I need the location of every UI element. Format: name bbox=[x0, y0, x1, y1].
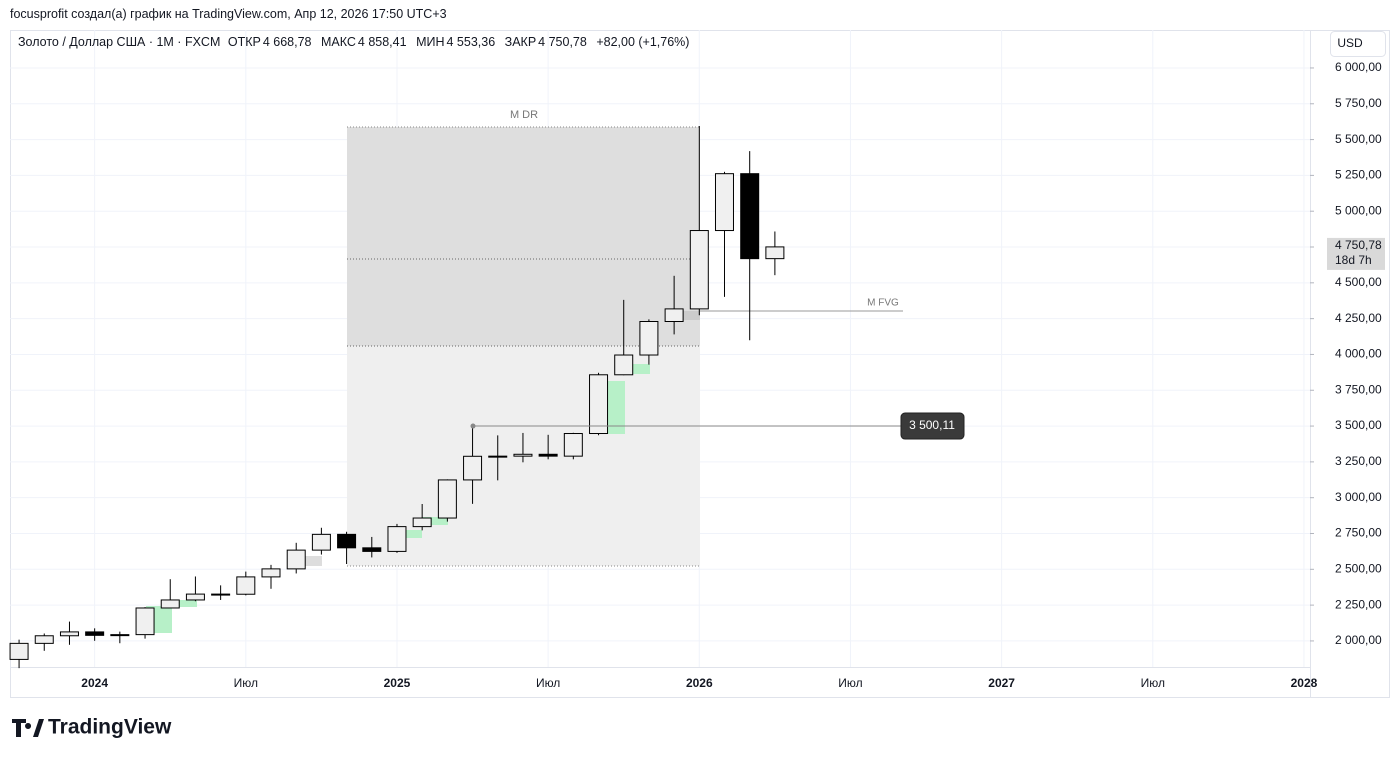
candle-body bbox=[311, 533, 331, 551]
ohlc-label: МАКС bbox=[320, 35, 356, 49]
candle-body bbox=[337, 533, 357, 549]
y-tick-label: 4 500,00 bbox=[1335, 275, 1382, 289]
fvg bbox=[172, 600, 197, 607]
candle-body bbox=[689, 230, 709, 310]
candle-body bbox=[589, 374, 609, 435]
logo: TradingView bbox=[12, 716, 172, 739]
candle-body bbox=[740, 173, 760, 260]
currency[interactable]: USD bbox=[1337, 36, 1363, 50]
y-tick-label: 2 250,00 bbox=[1335, 597, 1382, 611]
candle-body bbox=[765, 246, 785, 260]
y-tick-label: 6 000,00 bbox=[1335, 60, 1382, 74]
y-tick-label: 3 250,00 bbox=[1335, 454, 1382, 468]
x-tick-label: 2028 bbox=[1291, 676, 1318, 690]
fvg bbox=[675, 311, 700, 320]
candle-body bbox=[488, 455, 508, 458]
y-tick-label: 5 000,00 bbox=[1335, 203, 1382, 217]
change: +82,00 (+1,76%) bbox=[596, 35, 690, 49]
candle-body bbox=[236, 576, 256, 595]
ohlc-value: 4 858,41 bbox=[357, 35, 407, 49]
symbol: Золото / Доллар США · 1M · FXCM bbox=[18, 35, 221, 49]
candle-body bbox=[9, 642, 29, 660]
candle-body bbox=[160, 599, 180, 609]
currency-box[interactable] bbox=[1330, 31, 1386, 57]
x-tick-label: 2027 bbox=[988, 676, 1015, 690]
candle-body bbox=[387, 526, 407, 552]
candle-body bbox=[563, 433, 583, 457]
y-tick-label: 5 250,00 bbox=[1335, 168, 1382, 182]
header: Золото / Доллар США · 1M · FXCM ОТКР 4 66… bbox=[18, 35, 693, 49]
attribution: focusprofit создал(а) график на TradingV… bbox=[10, 7, 447, 21]
y-tick-label: 3 000,00 bbox=[1335, 490, 1382, 504]
candle-body bbox=[85, 631, 105, 636]
y-tick-label: 2 750,00 bbox=[1335, 526, 1382, 540]
x-tick-label: Июл bbox=[234, 676, 258, 690]
y-tick-label: 3 750,00 bbox=[1335, 382, 1382, 396]
candle-body bbox=[261, 568, 281, 578]
candle-body bbox=[538, 453, 558, 457]
last-price-label: 4 750,78 bbox=[1335, 238, 1382, 252]
y-tick-label: 3 500,00 bbox=[1335, 418, 1382, 432]
logo-text: TradingView bbox=[48, 716, 172, 739]
candle-body bbox=[614, 354, 634, 376]
candle-body bbox=[34, 635, 54, 644]
ohlc-value: 4 553,36 bbox=[446, 35, 496, 49]
y-tick-label: 2 000,00 bbox=[1335, 633, 1382, 647]
x-tick-label: 2025 bbox=[384, 676, 411, 690]
y-tick-label: 5 500,00 bbox=[1335, 132, 1382, 146]
candle-body bbox=[513, 453, 533, 457]
fvg bbox=[297, 556, 322, 566]
price-line-anchor bbox=[470, 423, 476, 429]
x-tick-label: Июл bbox=[838, 676, 862, 690]
annotation: M DR bbox=[510, 109, 538, 121]
x-tick-label: Июл bbox=[1141, 676, 1165, 690]
ohlc-label: ОТКР bbox=[227, 35, 261, 49]
candle-body bbox=[362, 547, 382, 552]
ohlc-value: 4 668,78 bbox=[262, 35, 312, 49]
x-tick-label: 2026 bbox=[686, 676, 713, 690]
candle-body bbox=[463, 455, 483, 481]
candle-body bbox=[639, 320, 659, 356]
y-tick-label: 4 000,00 bbox=[1335, 347, 1382, 361]
candle-body bbox=[437, 479, 457, 519]
candle-body bbox=[185, 593, 205, 601]
y-tick-label: 5 750,00 bbox=[1335, 96, 1382, 110]
candle-body bbox=[412, 517, 432, 528]
price-line-label: 3 500,11 bbox=[909, 418, 955, 432]
ohlc-value: 4 750,78 bbox=[538, 35, 587, 49]
ohlc-label: МИН bbox=[416, 35, 445, 49]
fvg bbox=[422, 517, 448, 525]
last-price-box bbox=[1327, 237, 1385, 270]
fvg bbox=[625, 364, 650, 374]
ohlc-label: ЗАКР bbox=[504, 35, 537, 49]
candle-body bbox=[714, 173, 734, 232]
candle-body bbox=[664, 308, 684, 322]
candle-body bbox=[286, 549, 306, 570]
price-line-label-box bbox=[900, 412, 965, 440]
annotation: M FVG bbox=[867, 298, 899, 309]
y-tick-label: 4 250,00 bbox=[1335, 311, 1382, 325]
mdr-upper bbox=[347, 127, 700, 346]
candle-body bbox=[211, 593, 231, 596]
logo-icon bbox=[12, 719, 44, 737]
candle-body bbox=[135, 607, 155, 636]
candle-body bbox=[59, 631, 79, 637]
y-tick-label: 2 500,00 bbox=[1335, 561, 1382, 575]
candle-body bbox=[110, 634, 130, 637]
x-tick-label: Июл bbox=[536, 676, 560, 690]
x-tick-label: 2024 bbox=[81, 676, 108, 690]
fvg bbox=[398, 530, 422, 538]
countdown: 18d 7h bbox=[1335, 253, 1372, 267]
marks bbox=[9, 125, 785, 669]
